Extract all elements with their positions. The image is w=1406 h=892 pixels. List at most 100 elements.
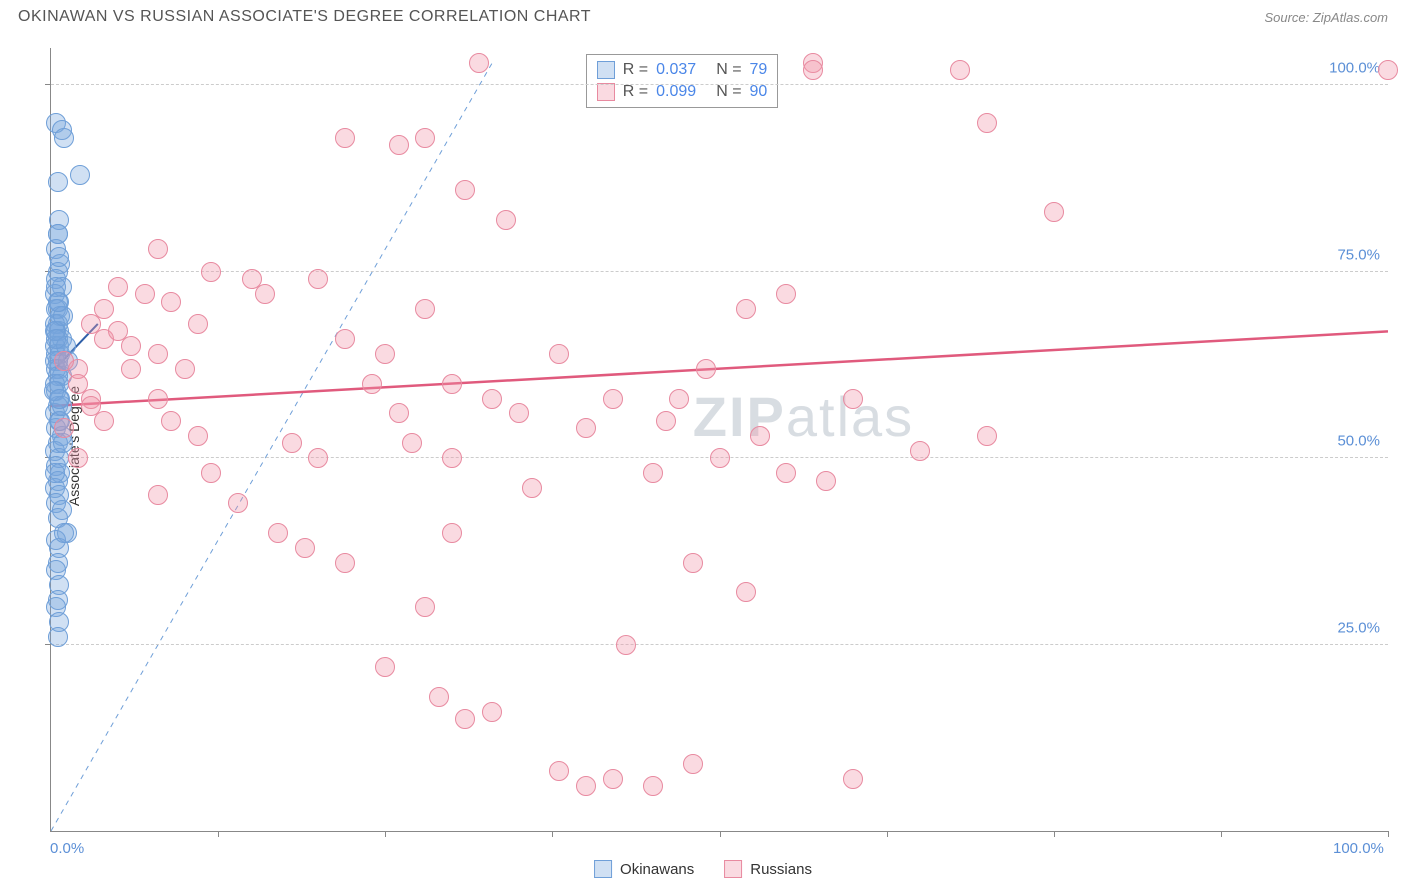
x-tick <box>552 831 553 837</box>
data-point <box>616 635 636 655</box>
data-point <box>496 210 516 230</box>
data-point <box>48 627 68 647</box>
data-point <box>148 389 168 409</box>
data-point <box>843 769 863 789</box>
legend-swatch <box>724 860 742 878</box>
data-point <box>576 418 596 438</box>
data-point <box>402 433 422 453</box>
y-tick-label: 75.0% <box>1337 246 1380 263</box>
data-point <box>710 448 730 468</box>
watermark: ZIPatlas <box>693 384 914 449</box>
n-value: 90 <box>750 83 768 101</box>
series-legend-item: Okinawans <box>594 860 694 878</box>
series-legend-item: Russians <box>724 860 812 878</box>
data-point <box>282 433 302 453</box>
data-point <box>108 277 128 297</box>
r-value: 0.037 <box>656 61 696 79</box>
data-point <box>429 687 449 707</box>
data-point <box>46 329 66 349</box>
data-point <box>121 359 141 379</box>
watermark-bold: ZIP <box>693 385 786 448</box>
x-tick <box>385 831 386 837</box>
data-point <box>94 299 114 319</box>
data-point <box>1044 202 1064 222</box>
chart-title: OKINAWAN VS RUSSIAN ASSOCIATE'S DEGREE C… <box>18 8 591 26</box>
x-tick <box>1054 831 1055 837</box>
data-point <box>442 523 462 543</box>
legend-swatch <box>594 860 612 878</box>
data-point <box>255 284 275 304</box>
data-point <box>603 769 623 789</box>
data-point <box>977 113 997 133</box>
trend-line <box>51 63 492 831</box>
data-point <box>683 754 703 774</box>
r-label: R = <box>623 83 648 101</box>
data-point <box>455 180 475 200</box>
source-attribution: Source: ZipAtlas.com <box>1264 10 1388 25</box>
series-legend: Okinawans Russians <box>594 860 812 878</box>
data-point <box>54 523 74 543</box>
data-point <box>549 344 569 364</box>
data-point <box>455 709 475 729</box>
x-tick <box>1388 831 1389 837</box>
data-point <box>70 165 90 185</box>
data-point <box>910 441 930 461</box>
gridline <box>51 84 1388 85</box>
data-point <box>576 776 596 796</box>
data-point <box>362 374 382 394</box>
data-point <box>669 389 689 409</box>
data-point <box>68 448 88 468</box>
data-point <box>603 389 623 409</box>
data-point <box>482 389 502 409</box>
data-point <box>683 553 703 573</box>
data-point <box>776 284 796 304</box>
r-value: 0.099 <box>656 83 696 101</box>
data-point <box>54 351 74 371</box>
data-point <box>201 262 221 282</box>
n-label: N = <box>716 83 741 101</box>
data-point <box>228 493 248 513</box>
x-tick <box>720 831 721 837</box>
data-point <box>415 299 435 319</box>
data-point <box>335 329 355 349</box>
data-point <box>776 463 796 483</box>
y-tick-label: 50.0% <box>1337 433 1380 450</box>
data-point <box>45 463 65 483</box>
data-point <box>175 359 195 379</box>
data-point <box>736 582 756 602</box>
y-tick <box>45 84 51 85</box>
data-point <box>49 389 69 409</box>
data-point <box>48 172 68 192</box>
data-point <box>161 292 181 312</box>
scatter-chart: ZIPatlas R =0.037N =79R =0.099N =90 25.0… <box>50 48 1388 832</box>
series-name: Okinawans <box>620 861 694 878</box>
data-point <box>148 485 168 505</box>
trend-line <box>51 331 1388 406</box>
data-point <box>816 471 836 491</box>
r-label: R = <box>623 61 648 79</box>
x-tick <box>887 831 888 837</box>
gridline <box>51 644 1388 645</box>
data-point <box>268 523 288 543</box>
data-point <box>48 224 68 244</box>
data-point <box>188 314 208 334</box>
data-point <box>469 53 489 73</box>
data-point <box>49 247 69 267</box>
legend-swatch <box>597 61 615 79</box>
data-point <box>148 239 168 259</box>
data-point <box>656 411 676 431</box>
data-point <box>308 269 328 289</box>
data-point <box>977 426 997 446</box>
data-point <box>375 344 395 364</box>
data-point <box>482 702 502 722</box>
data-point <box>389 403 409 423</box>
data-point <box>442 374 462 394</box>
data-point <box>121 336 141 356</box>
stats-legend: R =0.037N =79R =0.099N =90 <box>586 54 779 108</box>
data-point <box>81 396 101 416</box>
x-axis-min-label: 0.0% <box>50 840 84 857</box>
data-point <box>415 128 435 148</box>
n-label: N = <box>716 61 741 79</box>
y-tick-label: 100.0% <box>1329 60 1380 77</box>
data-point <box>843 389 863 409</box>
